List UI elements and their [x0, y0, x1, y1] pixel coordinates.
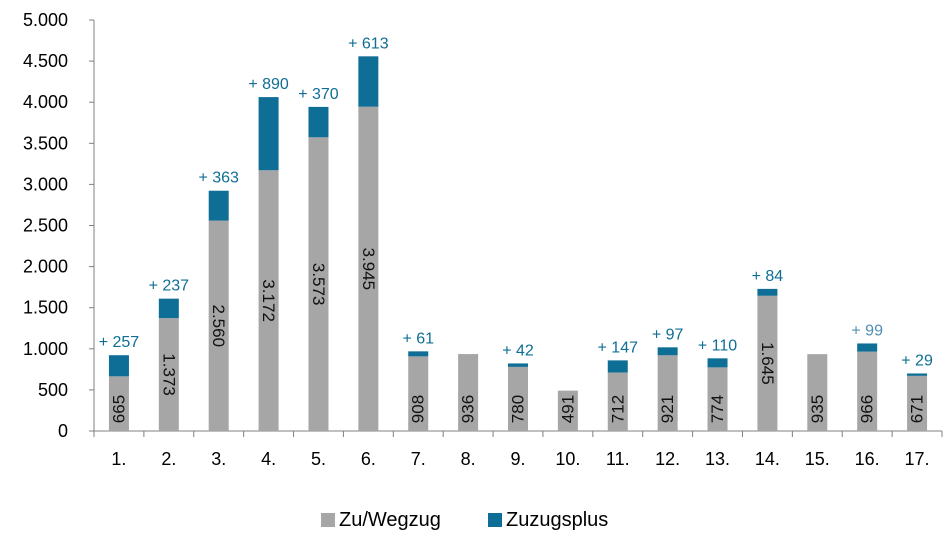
bar-value-label: 1.645: [758, 342, 777, 385]
bar-zu-wegzug: [557, 390, 578, 431]
x-axis: 1. 2. 3. 4. 5. 6. 7. 8. 9. 10. 11. 12. 13. 14. 15. 16. 1…: [93, 430, 943, 469]
bar-zuzugsplus: [308, 106, 329, 138]
legend-label-zuzugsplus: Zuzugsplus: [506, 509, 608, 531]
bar-zuzugsplus: [907, 373, 928, 376]
y-tick-label: 4.000: [23, 92, 68, 112]
bar-zu-wegzug: [308, 137, 329, 432]
y-tick-label: 3.000: [23, 174, 68, 194]
bar-zu-wegzug: [657, 355, 678, 431]
bar-zu-wegzug: [208, 220, 229, 431]
bar-plus-label: + 97: [652, 326, 684, 343]
bar-zuzugsplus: [657, 347, 678, 356]
x-tick-label: 4.: [261, 449, 276, 469]
y-tick-label: 500: [38, 380, 68, 400]
bar-value-label: 935: [808, 395, 827, 423]
x-tick-label: 8.: [461, 449, 476, 469]
bar-value-label: 671: [908, 395, 927, 423]
bar-plus-label: + 363: [198, 170, 239, 187]
y-tick-label: 2.500: [23, 216, 68, 236]
bar-value-label: 921: [658, 395, 677, 423]
bar-plus-label: + 370: [298, 86, 339, 103]
bar-zu-wegzug: [408, 356, 429, 431]
bar-zu-wegzug: [458, 354, 479, 431]
bar-value-label: 774: [708, 395, 727, 423]
legend: Zu/Wegzug Zuzugsplus: [321, 509, 608, 531]
bar-zuzugsplus: [158, 298, 179, 319]
bar-zuzugsplus: [408, 351, 429, 357]
bar-zu-wegzug: [807, 354, 828, 431]
bar-zu-wegzug: [607, 372, 628, 431]
bar-zu-wegzug: [757, 295, 778, 431]
bar-plus-label: + 147: [598, 339, 639, 356]
bar-plus-label: + 29: [901, 352, 933, 369]
bar-zuzugsplus: [258, 97, 279, 171]
bar-plus-label: + 257: [99, 334, 140, 351]
bar-plus-label: + 61: [402, 330, 434, 347]
x-tick-label: 13.: [705, 449, 730, 469]
x-tick-label: 7.: [411, 449, 426, 469]
legend-swatch-zuzugsplus: [488, 513, 502, 527]
bar-zuzugsplus: [757, 288, 778, 296]
bar-value-label: 2.560: [209, 305, 228, 348]
legend-label-zu-wegzug: Zu/Wegzug: [339, 509, 441, 531]
bar-value-label: 780: [509, 395, 528, 423]
bar-zuzugsplus: [857, 343, 878, 352]
y-tick-label: 1.500: [23, 298, 68, 318]
y-tick-label: 5.000: [23, 10, 68, 30]
bar-zuzugsplus: [607, 360, 628, 373]
bar-zu-wegzug: [508, 366, 528, 431]
bar-plus-label: + 99: [851, 322, 883, 339]
bar-plus-label: + 613: [348, 35, 389, 52]
x-tick-label: 16.: [855, 449, 880, 469]
x-tick-label: 5.: [311, 449, 326, 469]
bar-zuzugsplus: [508, 363, 528, 367]
bar-value-label: 712: [608, 395, 627, 423]
x-tick-label: 15.: [805, 449, 830, 469]
x-tick-label: 9.: [510, 449, 525, 469]
bar-zu-wegzug: [358, 106, 379, 431]
x-tick-label: 14.: [755, 449, 780, 469]
bar-zuzugsplus: [208, 190, 229, 221]
bar-plus-label: + 890: [248, 76, 289, 93]
bar-zuzugsplus: [358, 56, 379, 107]
bar-value-label: 1.373: [159, 353, 178, 396]
bar-zuzugsplus: [108, 355, 129, 377]
bars: 665 + 257 1.373 + 237 2.560 + 363 3.172 + 890 3.…: [99, 35, 933, 432]
x-tick-label: 12.: [655, 449, 680, 469]
x-tick-label: 1.: [111, 449, 126, 469]
x-tick-label: 11.: [606, 449, 630, 469]
y-tick-label: 0: [58, 421, 68, 441]
bar-value-label: 3.573: [309, 263, 328, 306]
bar-value-label: 908: [409, 395, 428, 423]
bar-zu-wegzug: [707, 367, 728, 431]
bar-plus-label: + 84: [752, 268, 784, 285]
bar-plus-label: + 42: [502, 342, 534, 359]
x-tick-label: 10.: [555, 449, 580, 469]
x-tick-label: 2.: [161, 449, 176, 469]
bar-value-label: 966: [858, 395, 877, 423]
bar-zu-wegzug: [258, 170, 279, 431]
legend-swatch-zu-wegzug: [321, 513, 335, 527]
x-tick-label: 17.: [905, 449, 930, 469]
bar-zu-wegzug: [907, 375, 928, 431]
y-tick-label: 4.500: [23, 51, 68, 71]
bar-zu-wegzug: [857, 351, 878, 431]
x-tick-label: 3.: [211, 449, 226, 469]
y-tick-label: 2.000: [23, 257, 68, 277]
x-tick-label: 6.: [361, 449, 376, 469]
bar-value-label: 665: [109, 395, 128, 423]
bar-plus-label: + 110: [698, 337, 737, 354]
y-tick-label: 3.500: [23, 133, 68, 153]
bar-value-label: 936: [459, 395, 478, 423]
y-tick-label: 1.000: [23, 339, 68, 359]
bar-plus-label: + 237: [149, 278, 190, 295]
bar-value-label: 3.172: [259, 279, 278, 322]
y-axis: 0 500 1.000 1.500 2.000 2.500 3.000 3.500 4.000 4…: [23, 10, 95, 441]
bar-value-label: 3.945: [359, 248, 378, 291]
bar-value-label: 491: [558, 395, 577, 423]
bar-zu-wegzug: [158, 318, 179, 431]
bar-zuzugsplus: [707, 358, 728, 368]
bar-zu-wegzug: [108, 376, 129, 431]
